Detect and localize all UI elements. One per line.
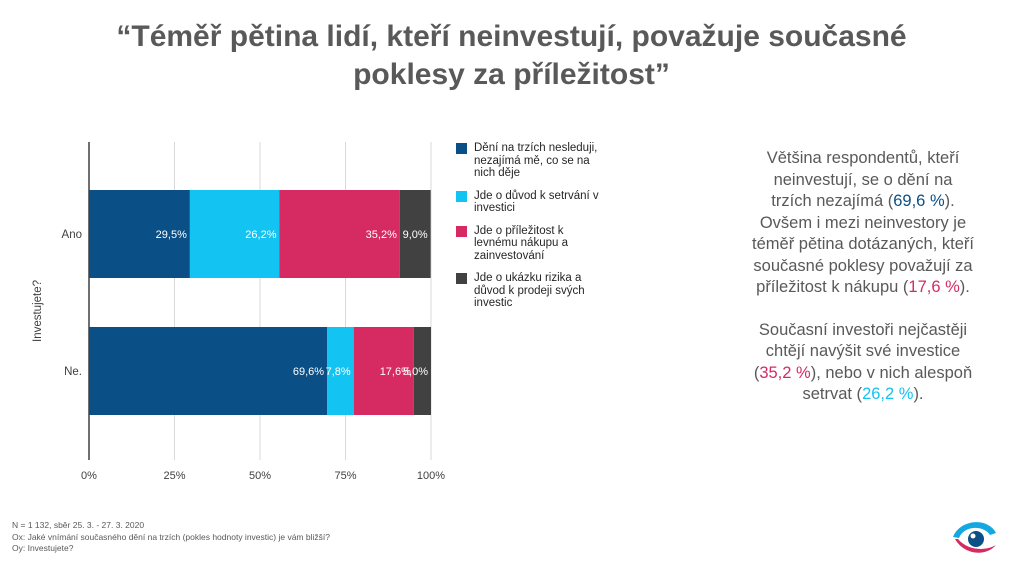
stacked-bar-chart: 0% 25% 50% 75% 100% 29,5% 26,2% 35,2% 9,0% Ano 69,… — [32, 142, 445, 482]
insight-paragraph-1: Většina respondentů, kteří neinvestují, … — [752, 148, 974, 299]
insight-text: Většina respondentů, kteří neinvestují, … — [752, 148, 974, 406]
insight-text-segment: Současní investoři nejčastěji chtějí nav… — [753, 320, 968, 382]
x-tick-label: 0% — [81, 470, 97, 482]
insight-text-segment: ). Ovšem i mezi neinvestory je téměř pět… — [752, 192, 974, 296]
logo-lower-lid — [955, 539, 996, 553]
insight-text-segment: ). — [913, 385, 924, 403]
bar-segment — [353, 327, 414, 415]
bar-segment — [89, 190, 190, 278]
data-label: 17,6% — [380, 366, 411, 378]
footnote: N = 1 132, sběr 25. 3. - 27. 3. 2020 Ox:… — [12, 520, 330, 555]
data-label: 26,2% — [245, 229, 276, 241]
bar-segment — [413, 327, 431, 415]
x-tick-label: 50% — [249, 470, 271, 482]
bar-segment — [189, 190, 280, 278]
legend-item: Jde o příležitost k levnému nákupu a zai… — [456, 225, 606, 263]
footnote-x-question: Ox: Jaké vnímání současného dění na trzí… — [12, 531, 330, 542]
footnote-sample: N = 1 132, sběr 25. 3. - 27. 3. 2020 — [12, 520, 145, 530]
category-label: Ano — [62, 229, 82, 241]
bar-segment — [399, 190, 431, 278]
legend-label: Dění na trzích nesleduji, nezajímá mě, c… — [474, 142, 598, 179]
legend-item: Dění na trzích nesleduji, nezajímá mě, c… — [456, 142, 606, 180]
title-line-2: poklesy za příležitost” — [353, 58, 670, 91]
bar-segment — [89, 327, 328, 415]
legend-item: Jde o důvod k setrvání v investici — [456, 190, 606, 215]
x-tick-label: 75% — [334, 470, 356, 482]
insight-value-highlight: 69,6 % — [893, 192, 945, 210]
chart-legend: Dění na trzích nesleduji, nezajímá mě, c… — [456, 142, 606, 310]
bar-segment — [279, 190, 400, 278]
legend-item: Jde o ukázku rizika a důvod k prodeji sv… — [456, 272, 606, 310]
data-label: 69,6% — [293, 366, 324, 378]
legend-label: Jde o ukázku rizika a důvod k prodeji sv… — [474, 272, 585, 309]
insight-text-segment: ), nebo v nich alespoň setrvat ( — [802, 363, 973, 404]
category-label: Ne. — [64, 366, 82, 378]
legend-swatch — [456, 143, 467, 154]
eye-logo-icon — [953, 522, 996, 553]
page-title: “Téměř pětina lidí, kteří neinvestují, p… — [40, 18, 983, 94]
data-label: 9,0% — [403, 229, 428, 241]
insight-value-highlight: 26,2 % — [862, 385, 914, 403]
data-label: 5,0% — [403, 366, 428, 378]
data-label: 29,5% — [156, 229, 187, 241]
x-tick-label: 100% — [417, 470, 445, 482]
data-label: 7,8% — [326, 366, 351, 378]
legend-label: Jde o důvod k setrvání v investici — [474, 189, 599, 215]
logo-pupil-highlight — [970, 533, 976, 539]
legend-label: Jde o příležitost k levnému nákupu a zai… — [474, 224, 568, 262]
legend-swatch — [456, 273, 467, 284]
logo-pupil — [968, 531, 984, 547]
x-tick-label: 25% — [163, 470, 185, 482]
legend-swatch — [456, 190, 467, 202]
logo-arc — [953, 522, 996, 538]
insight-value-highlight: 17,6 % — [908, 278, 960, 296]
insight-text-segment: Většina respondentů, kteří neinvestují, … — [766, 149, 960, 210]
bar-segment — [327, 327, 354, 415]
insight-paragraph-2: Současní investoři nejčastěji chtějí nav… — [752, 320, 974, 406]
legend-swatch — [456, 225, 467, 237]
footnote-y-question: Oy: Investujete? — [12, 543, 74, 553]
insight-text-segment: ). — [959, 278, 970, 296]
insight-value-highlight: 35,2 % — [759, 363, 811, 382]
title-line-1: “Téměř pětina lidí, kteří neinvestují, p… — [116, 20, 907, 53]
y-axis-label: Investujete? — [32, 280, 44, 342]
data-label: 35,2% — [366, 229, 397, 241]
